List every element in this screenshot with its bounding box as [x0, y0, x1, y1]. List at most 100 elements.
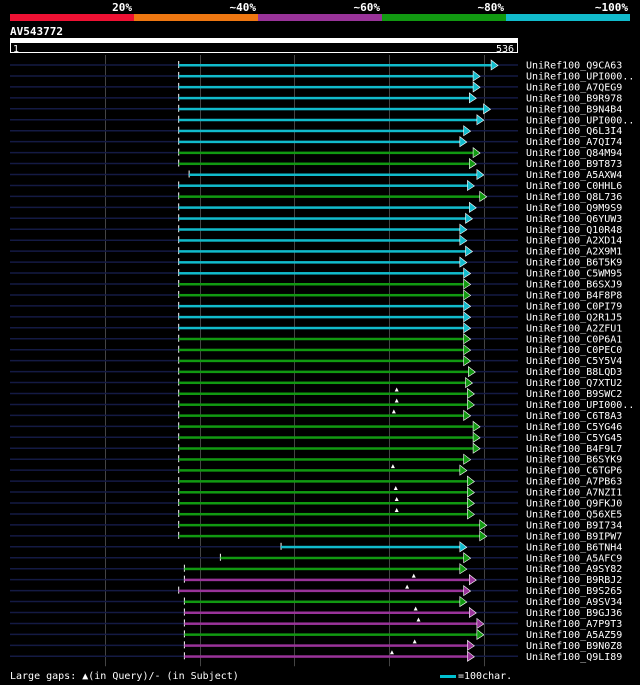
hit-label-49: UniRef100_A9SV34: [526, 597, 622, 608]
legend-bin-4: [382, 14, 506, 21]
hit-label-19: UniRef100_C5WM95: [526, 269, 622, 280]
footer-gap-legend: Large gaps: ▲(in Query)/- (in Subject): [10, 671, 239, 682]
hit-arrow-23: [463, 311, 472, 323]
hit-bar-32: [178, 414, 465, 417]
hit-bar-49: [184, 600, 461, 604]
hit-label-45: UniRef100_A5AFC9: [526, 553, 622, 564]
hit-arrow-4: [483, 103, 492, 115]
hit-arrow-1: [472, 70, 481, 82]
hit-label-31: UniRef100_UPI000..: [526, 400, 634, 411]
hit-bar-9: [178, 162, 471, 166]
hit-label-51: UniRef100_A7P9T3: [526, 619, 622, 630]
hit-bar-3: [178, 96, 471, 100]
hit-arrow-50: [468, 606, 477, 619]
hit-bar-2: [178, 85, 475, 89]
hit-arrow-39: [467, 486, 475, 498]
hit-arrow-8: [472, 146, 481, 159]
hit-label-40: UniRef100_Q9FKJ0: [526, 499, 622, 510]
hit-label-10: UniRef100_A5AXW4: [526, 170, 622, 181]
hit-label-41: UniRef100_Q56XE5: [526, 509, 622, 520]
hit-bar-30: [178, 392, 469, 395]
legend-label-5: ~100%: [595, 1, 628, 14]
hit-label-18: UniRef100_B6T5K9: [526, 258, 622, 269]
hit-label-6: UniRef100_Q6L3I4: [526, 126, 622, 137]
hit-bar-16: [178, 239, 461, 242]
hit-bar-51: [184, 622, 478, 625]
hit-arrow-35: [472, 442, 481, 454]
hit-gap-marker-47: [411, 573, 416, 578]
hit-label-36: UniRef100_B6SYK9: [526, 455, 622, 466]
hit-gap-marker-53: [412, 639, 417, 644]
hit-arrow-18: [459, 256, 468, 268]
hit-bar-0: [178, 64, 493, 67]
hit-bar-18: [178, 261, 461, 264]
hit-label-0: UniRef100_Q9CA63: [526, 61, 622, 72]
hit-arrow-27: [463, 355, 472, 367]
hit-bar-48: [178, 589, 465, 593]
hit-gap-marker-48: [405, 584, 410, 589]
hit-bar-50: [184, 611, 471, 614]
hit-bar-1: [178, 74, 475, 78]
hit-gap-marker-32: [391, 409, 396, 414]
query-title: AV543772: [10, 25, 63, 38]
hit-label-30: UniRef100_B9SWC2: [526, 389, 622, 400]
hit-label-53: UniRef100_B9N0Z8: [526, 641, 622, 652]
hit-label-9: UniRef100_B9T873: [526, 159, 622, 170]
hit-gap-marker-39: [393, 486, 398, 491]
hit-arrow-13: [468, 201, 477, 213]
query-axis-box: [10, 42, 518, 53]
hit-arrow-0: [490, 59, 499, 71]
hit-arrow-10: [476, 168, 485, 181]
hit-label-28: UniRef100_B8LQD3: [526, 367, 622, 378]
hit-bar-27: [178, 359, 465, 363]
hit-label-8: UniRef100_Q84M94: [526, 148, 622, 159]
hit-arrow-6: [463, 125, 472, 137]
hit-arrow-24: [463, 322, 472, 334]
hit-bar-26: [178, 348, 465, 352]
alignment-chart: 20% ~40% ~60% ~80% ~100% AV543772 1 536 UniR…: [10, 1, 634, 667]
legend-label-3: ~60%: [354, 1, 381, 14]
hit-label-5: UniRef100_UPI000..: [526, 115, 634, 126]
legend-bin-3: [258, 14, 382, 21]
legend-label-2: ~40%: [230, 1, 257, 14]
hit-bar-42: [178, 523, 481, 527]
scale-label: =100char.: [458, 671, 513, 682]
scale-bar: [440, 674, 456, 678]
hit-bar-45: [220, 556, 465, 560]
hit-label-43: UniRef100_B9IPW7: [526, 531, 622, 542]
hit-bar-34: [178, 436, 475, 439]
hit-bar-38: [178, 480, 469, 483]
legend-bin-1: [10, 14, 134, 21]
hit-label-11: UniRef100_C0HHL6: [526, 181, 622, 192]
hit-bar-47: [184, 578, 471, 582]
hit-label-47: UniRef100_B9RBJ2: [526, 575, 622, 586]
hit-label-20: UniRef100_B6SXJ9: [526, 280, 622, 291]
hit-label-50: UniRef100_B9GJ36: [526, 608, 622, 619]
hit-bar-20: [178, 283, 465, 286]
hit-arrow-30: [467, 387, 475, 400]
hit-arrow-29: [465, 376, 474, 389]
hit-arrow-22: [463, 300, 472, 312]
hit-arrow-48: [463, 584, 472, 597]
hit-label-27: UniRef100_C5Y5V4: [526, 356, 622, 367]
axis-start-label: 1: [13, 44, 19, 55]
hit-label-22: UniRef100_C0PI79: [526, 301, 622, 312]
hit-bar-44: [281, 545, 461, 549]
hit-gap-marker-50: [413, 606, 418, 611]
hit-label-12: UniRef100_Q8L736: [526, 192, 622, 203]
hit-bar-4: [178, 107, 485, 111]
hit-label-54: UniRef100_Q9LI89: [526, 652, 622, 663]
hit-arrow-9: [468, 157, 477, 170]
hit-bar-35: [178, 447, 475, 450]
hit-arrow-25: [463, 333, 472, 345]
hit-label-39: UniRef100_A7NZI1: [526, 488, 622, 499]
hit-label-14: UniRef100_Q6YUW3: [526, 214, 622, 225]
hit-bar-41: [178, 512, 469, 516]
scale-legend: =100char.: [440, 671, 512, 682]
hit-arrow-47: [468, 574, 477, 586]
hit-gap-marker-31: [394, 398, 399, 403]
hit-label-2: UniRef100_A7QEG9: [526, 82, 622, 93]
hit-label-38: UniRef100_A7PB63: [526, 477, 622, 488]
hit-bar-13: [178, 206, 471, 209]
hit-arrow-5: [476, 114, 485, 126]
